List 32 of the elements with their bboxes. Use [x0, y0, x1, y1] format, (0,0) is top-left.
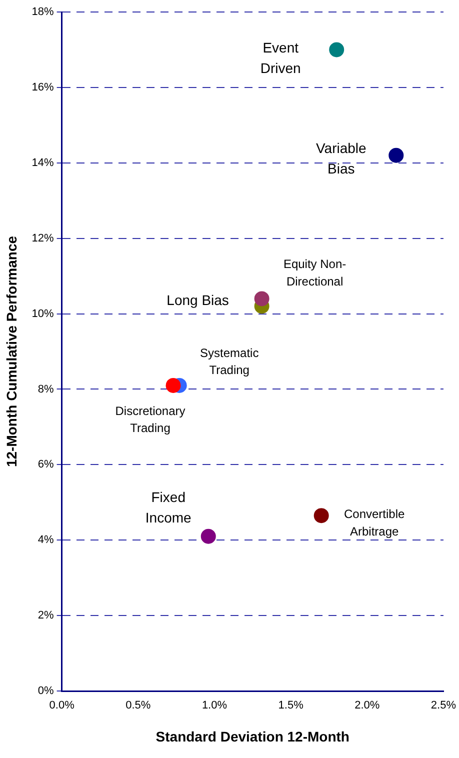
x-tick-label: 1.0% — [202, 700, 228, 712]
y-tick-label: 2% — [38, 610, 54, 622]
series-label: Discretionary Trading — [115, 404, 186, 436]
y-axis-title: 12-Month Cumulative Performance — [3, 236, 20, 468]
y-tick-label: 10% — [32, 308, 54, 320]
y-tick-label: 12% — [32, 232, 54, 244]
x-tick-label: 0.0% — [49, 700, 75, 712]
point — [166, 378, 181, 393]
text: Event Driven — [260, 40, 301, 76]
y-tick-label: 8% — [38, 383, 54, 396]
series-label: Systematic Trading — [200, 346, 259, 378]
y-tick-label: 14% — [32, 156, 54, 169]
y-tick-label: 6% — [38, 458, 54, 471]
series-label: Variable Bias — [316, 140, 367, 177]
x-tick-label: 1.5% — [278, 700, 304, 712]
point — [314, 508, 329, 524]
x-tick-label: 0.5% — [126, 700, 151, 712]
series-label: Long Bias — [166, 292, 229, 308]
x-tick-label: 2.5% — [430, 700, 456, 712]
y-tick-label: 0% — [38, 685, 54, 698]
series-label: Equity Non-Directional — [283, 257, 346, 288]
y-tick-label: 4% — [38, 534, 54, 546]
point — [254, 291, 270, 306]
point — [388, 148, 404, 163]
y-tick-label: 16% — [32, 81, 54, 94]
y-tick-label: 18% — [32, 6, 54, 18]
x-axis-title: Standard Deviation 12-Month — [156, 728, 350, 744]
series-label: Fixed Income — [145, 489, 192, 526]
point — [329, 42, 344, 58]
point — [200, 528, 216, 544]
x-tick-label: 2.0% — [354, 700, 380, 712]
series-label: Convertible Arbitrage — [344, 506, 406, 538]
